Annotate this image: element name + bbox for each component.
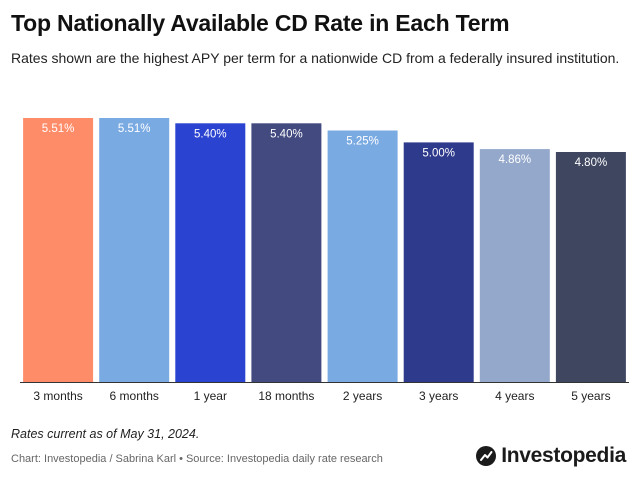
x-tick-label-2-years: 2 years	[343, 389, 382, 403]
x-tick-label-4-years: 4 years	[495, 389, 534, 403]
investopedia-logo: Investopedia	[475, 444, 626, 468]
data-label-5-years: 4.80%	[575, 157, 608, 169]
x-tick-label-18-months: 18 months	[258, 389, 314, 403]
bar-6-months	[99, 118, 170, 382]
x-tick-label-3-years: 3 years	[419, 389, 458, 403]
author-credit: Chart: Investopedia / Sabrina Karl	[11, 453, 177, 465]
data-label-18-months: 5.40%	[270, 128, 303, 140]
credit-separator: •	[179, 453, 183, 465]
chart-subtitle: Rates shown are the highest APY per term…	[11, 50, 620, 66]
bar-1-year	[175, 123, 246, 383]
bar-18-months	[251, 123, 322, 383]
x-tick-label-1-year: 1 year	[194, 389, 227, 403]
source-credit: Source: Investopedia daily rate research	[185, 453, 383, 465]
bar-4-years	[479, 149, 550, 382]
x-tick-label-3-months: 3 months	[33, 389, 82, 403]
logo-wordmark: Investopedia	[501, 444, 626, 467]
x-tick-label-5-years: 5 years	[571, 389, 610, 403]
data-label-1-year: 5.40%	[194, 128, 227, 140]
chart-title: Top Nationally Available CD Rate in Each…	[11, 10, 510, 36]
data-label-6-months: 5.51%	[118, 123, 151, 135]
x-tick-label-6-months: 6 months	[110, 389, 159, 403]
bar-chart: 5.51% 3 months 5.51% 6 months 5.40% 1 year 5.4…	[20, 118, 629, 403]
bar-3-months	[23, 118, 94, 382]
investopedia-logo-icon	[476, 446, 497, 466]
data-label-3-months: 5.51%	[42, 123, 75, 135]
data-label-3-years: 5.00%	[422, 147, 455, 159]
bar-2-years	[327, 130, 398, 382]
rates-date-note: Rates current as of May 31, 2024.	[11, 427, 200, 441]
data-label-2-years: 5.25%	[346, 136, 379, 148]
bar-3-years	[403, 142, 474, 382]
bar-5-years	[555, 152, 626, 382]
chart-credit: Chart: Investopedia / Sabrina Karl • Sourc…	[11, 453, 383, 465]
data-label-4-years: 4.86%	[498, 154, 531, 166]
